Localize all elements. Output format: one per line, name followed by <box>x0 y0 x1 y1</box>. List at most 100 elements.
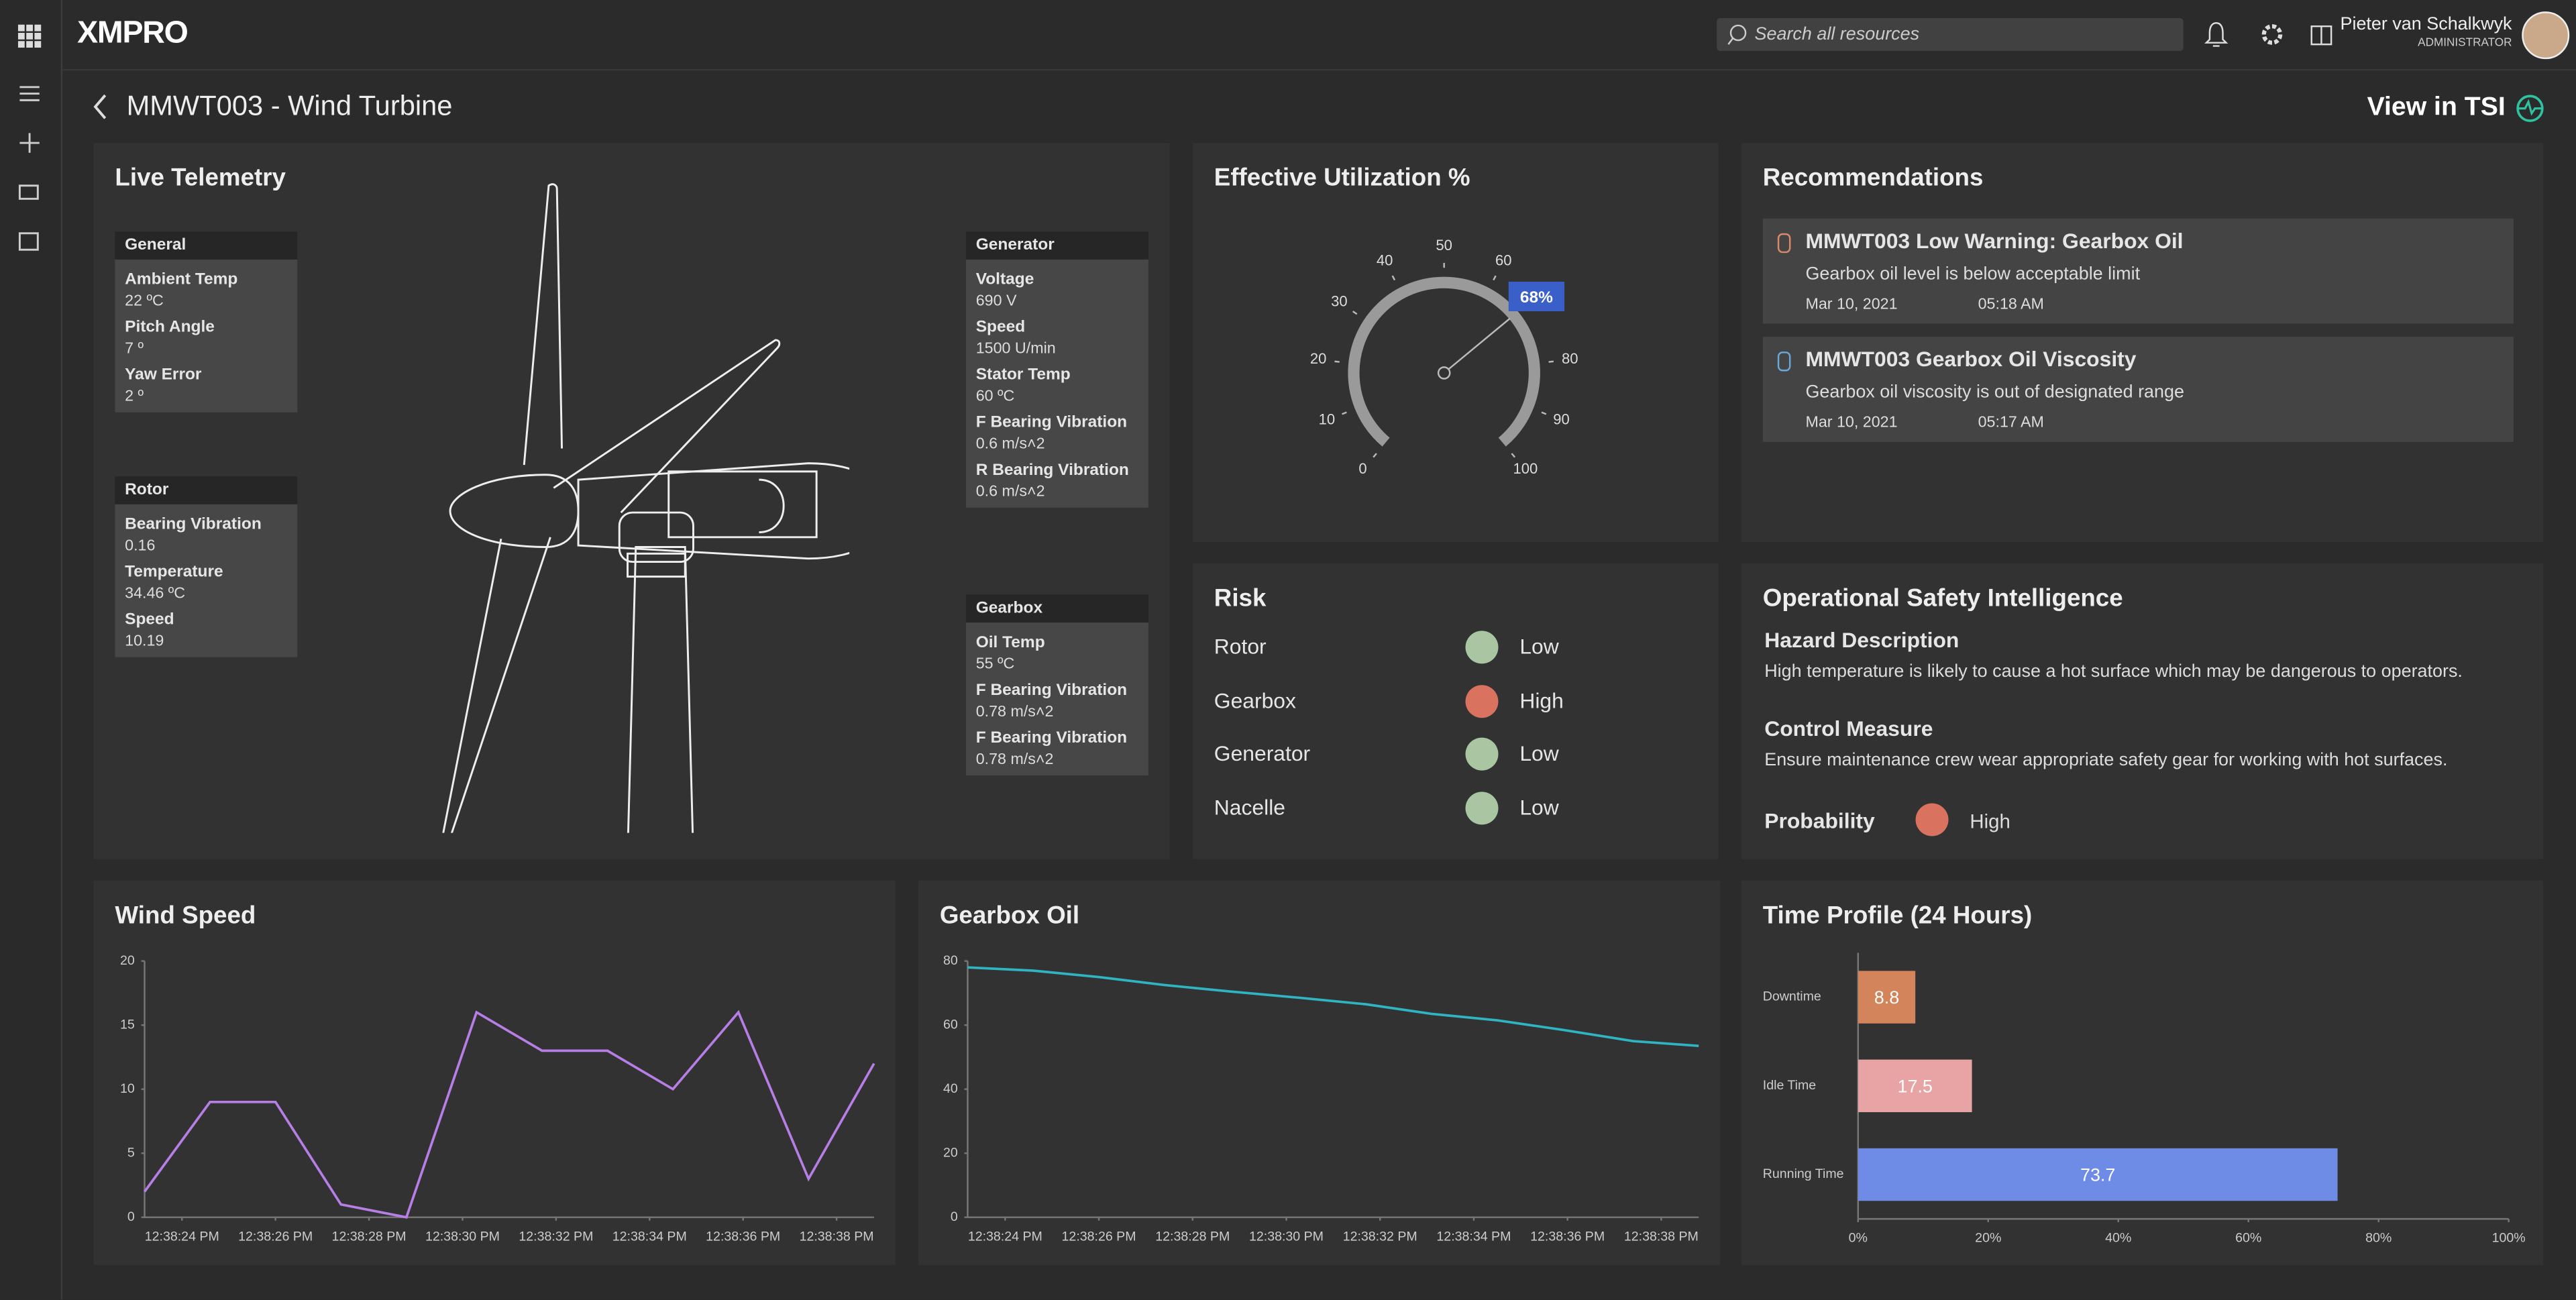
control-heading: Control Measure <box>1764 716 1933 741</box>
panel-title: Risk <box>1214 584 1267 613</box>
gauge-tick <box>1493 275 1497 281</box>
add-icon[interactable] <box>19 133 40 153</box>
y-tick-label: 0 <box>951 1209 958 1224</box>
panel-title: Effective Utilization % <box>1214 164 1470 193</box>
gauge-tick-label: 60 <box>1495 252 1512 268</box>
item-value: 1500 U/min <box>975 339 1056 358</box>
bar-label: 73.7 <box>2080 1165 2115 1185</box>
hazard-heading: Hazard Description <box>1764 627 1960 653</box>
chart-title: Gearbox Oil <box>939 902 1080 930</box>
docs-icon[interactable] <box>2310 25 2332 46</box>
telemetry-group: Rotor Bearing Vibration 0.16 Temperature 34.… <box>115 476 298 657</box>
probability-level: High <box>1970 810 2010 833</box>
settings-icon[interactable] <box>2261 24 2283 45</box>
chart: 0 5 10 15 20 12:38:24 PM 12:38:26 PM 12:38:28 P… <box>120 953 875 1244</box>
recommendation-card[interactable]: MMWT003 Low Warning: Gearbox Oil Gearbox … <box>1762 218 2514 324</box>
hazard-text: High temperature is likely to cause a ho… <box>1764 661 2463 682</box>
group-title: Gearbox <box>966 594 1148 623</box>
risk-level: Low <box>1519 795 1559 820</box>
telemetry-group: General Ambient Temp 22 ºC Pitch Angle 7 º Ya… <box>115 231 298 413</box>
x-tick-label: 12:38:32 PM <box>519 1229 593 1244</box>
y-tick-label: 0 <box>127 1209 135 1224</box>
recommendation-card[interactable]: MMWT003 Gearbox Oil Viscosity Gearbox oil… <box>1762 337 2514 442</box>
calendar-icon[interactable] <box>18 232 39 251</box>
header <box>62 0 2576 71</box>
risk-dot <box>1465 684 1499 718</box>
gauge-tick <box>1391 275 1396 281</box>
gauge-tick-label: 80 <box>1562 350 1578 367</box>
gauge-tick <box>1511 453 1516 458</box>
control-text: Ensure maintenance crew wear appropriate… <box>1764 751 2448 771</box>
item-value: 60 ºC <box>975 387 1015 406</box>
gauge: 0 10 20 30 40 50 60 80 90 100 68% <box>1310 237 1578 477</box>
gauge-tick <box>1541 411 1547 415</box>
probability-heading: Probability <box>1764 808 1875 833</box>
chart: 0% 20% 40% 60% 80% 100% Downtime 8.8 Idle Time 17… <box>1763 953 2526 1246</box>
header-icons <box>2204 22 2332 47</box>
item-label: R Bearing Vibration <box>975 462 1129 480</box>
item-label: Yaw Error <box>125 366 202 385</box>
page-title: MMWT003 - Wind Turbine <box>126 90 453 122</box>
item-value: 2 º <box>125 387 144 406</box>
bar <box>1858 1059 1972 1112</box>
panel-title: Operational Safety Intelligence <box>1762 584 2123 613</box>
x-tick-label: 12:38:38 PM <box>1624 1229 1699 1244</box>
logo[interactable]: XMPRO <box>77 16 189 51</box>
item-label: Temperature <box>125 563 223 582</box>
x-tick-label: 12:38:28 PM <box>1155 1229 1230 1244</box>
item-label: Ambient Temp <box>125 271 238 290</box>
bar-label: 17.5 <box>1897 1076 1932 1096</box>
case-icon[interactable] <box>18 184 39 200</box>
item-label: F Bearing Vibration <box>975 682 1128 700</box>
user-name[interactable]: Pieter van Schalkwyk <box>2340 15 2512 35</box>
back-icon[interactable] <box>89 92 111 121</box>
bar-label: 8.8 <box>1874 987 1899 1008</box>
group-body: Voltage 690 V Speed 1500 U/min Stator Temp 60… <box>966 259 1148 508</box>
view-link[interactable]: View in TSI <box>2367 93 2506 122</box>
item-label: Oil Temp <box>975 634 1045 653</box>
bell-icon[interactable] <box>2204 22 2229 47</box>
gauge-tick-label: 30 <box>1331 292 1348 309</box>
risk-dot <box>1465 792 1499 825</box>
avatar[interactable] <box>2522 11 2570 60</box>
item-label: Pitch Angle <box>125 319 215 337</box>
group-body: Ambient Temp 22 ºC Pitch Angle 7 º Yaw Error… <box>115 259 298 413</box>
tsi-icon[interactable] <box>2514 92 2546 125</box>
wind-panel: Wind Speed 0 5 10 15 20 12:38:24 PM 12:38:26 P… <box>93 880 896 1265</box>
item-label: Speed <box>975 319 1026 337</box>
risk-dot <box>1465 631 1499 664</box>
x-tick-label: 0% <box>1849 1231 1868 1246</box>
y-tick-label: 15 <box>120 1017 135 1032</box>
gauge-value-label: 68% <box>1520 288 1553 307</box>
card-date: Mar 10, 2021 <box>1805 295 1898 314</box>
gauge-tick-label: 10 <box>1319 411 1336 427</box>
item-label: Stator Temp <box>975 366 1071 385</box>
risk-name: Generator <box>1214 741 1311 767</box>
risk-level: Low <box>1519 741 1559 767</box>
x-tick-label: 80% <box>2365 1231 2392 1246</box>
item-label: Voltage <box>975 271 1034 290</box>
card-title: MMWT003 Low Warning: Gearbox Oil <box>1805 228 2184 254</box>
risk-name: Gearbox <box>1214 688 1296 713</box>
menu-icon[interactable] <box>19 86 40 101</box>
y-tick-label: 60 <box>943 1017 958 1032</box>
risk-name: Rotor <box>1214 634 1267 659</box>
item-label: F Bearing Vibration <box>975 729 1128 748</box>
safety-panel: Operational Safety Intelligence Hazard D… <box>1741 563 2544 859</box>
x-tick-label: 12:38:34 PM <box>1436 1229 1511 1244</box>
category-label: Idle Time <box>1763 1078 1817 1093</box>
y-tick-label: 5 <box>127 1145 135 1160</box>
risk-level: Low <box>1519 634 1559 659</box>
apps-icon[interactable] <box>17 24 42 48</box>
gauge-tick-label: 0 <box>1358 460 1366 477</box>
card-time: 05:18 AM <box>1978 295 2044 314</box>
risk-panel: Risk Rotor Low Gearbox High Generator Low Nace… <box>1192 563 1719 859</box>
line-series <box>967 966 1699 1048</box>
x-tick-label: 12:38:36 PM <box>706 1229 780 1244</box>
search-box[interactable]: Search all resources <box>1717 17 2184 51</box>
x-tick-label: 12:38:30 PM <box>1249 1229 1324 1244</box>
group-title: Generator <box>966 231 1148 260</box>
gauge-arc <box>1348 276 1540 447</box>
item-label: Bearing Vibration <box>125 515 262 534</box>
telemetry-panel: Live Telemetry General Ambient Temp 22 ºC P… <box>93 143 1170 859</box>
